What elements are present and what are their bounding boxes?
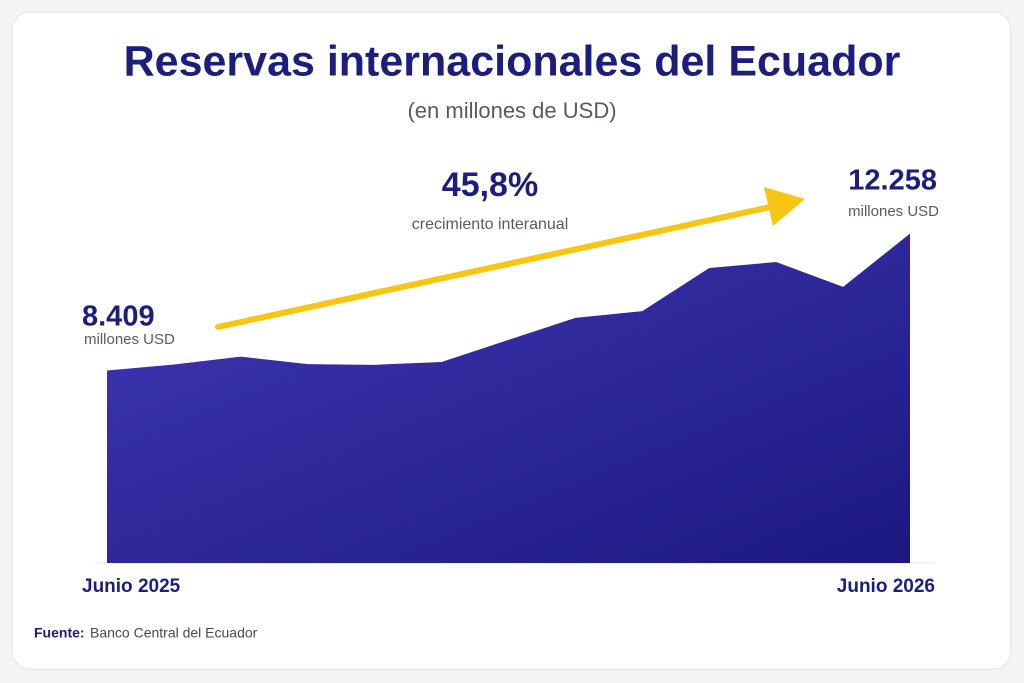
- end-unit: millones USD: [848, 203, 939, 220]
- source: Banco Central del Ecuador: [90, 625, 258, 641]
- growth-arrow-head: [764, 187, 805, 226]
- plot: [107, 233, 910, 563]
- chart-title: Reservas internacionales del Ecuador: [124, 37, 901, 85]
- start-value-label: 8.409: [82, 301, 155, 333]
- growth-label: crecimiento interanual: [412, 216, 569, 233]
- end-value-label: 12.258: [848, 165, 937, 197]
- area: [107, 233, 910, 563]
- start-unit: millones USD: [84, 331, 175, 348]
- x-tick-label: Junio 2025: [82, 576, 181, 597]
- growth-value: 45,8%: [442, 166, 538, 204]
- source-label: Fuente:: [34, 625, 85, 641]
- x-tick-label: Junio 2026: [837, 576, 935, 597]
- growth-arrow: [215, 203, 778, 330]
- chart-subtitle: (en millones de USD): [407, 98, 616, 123]
